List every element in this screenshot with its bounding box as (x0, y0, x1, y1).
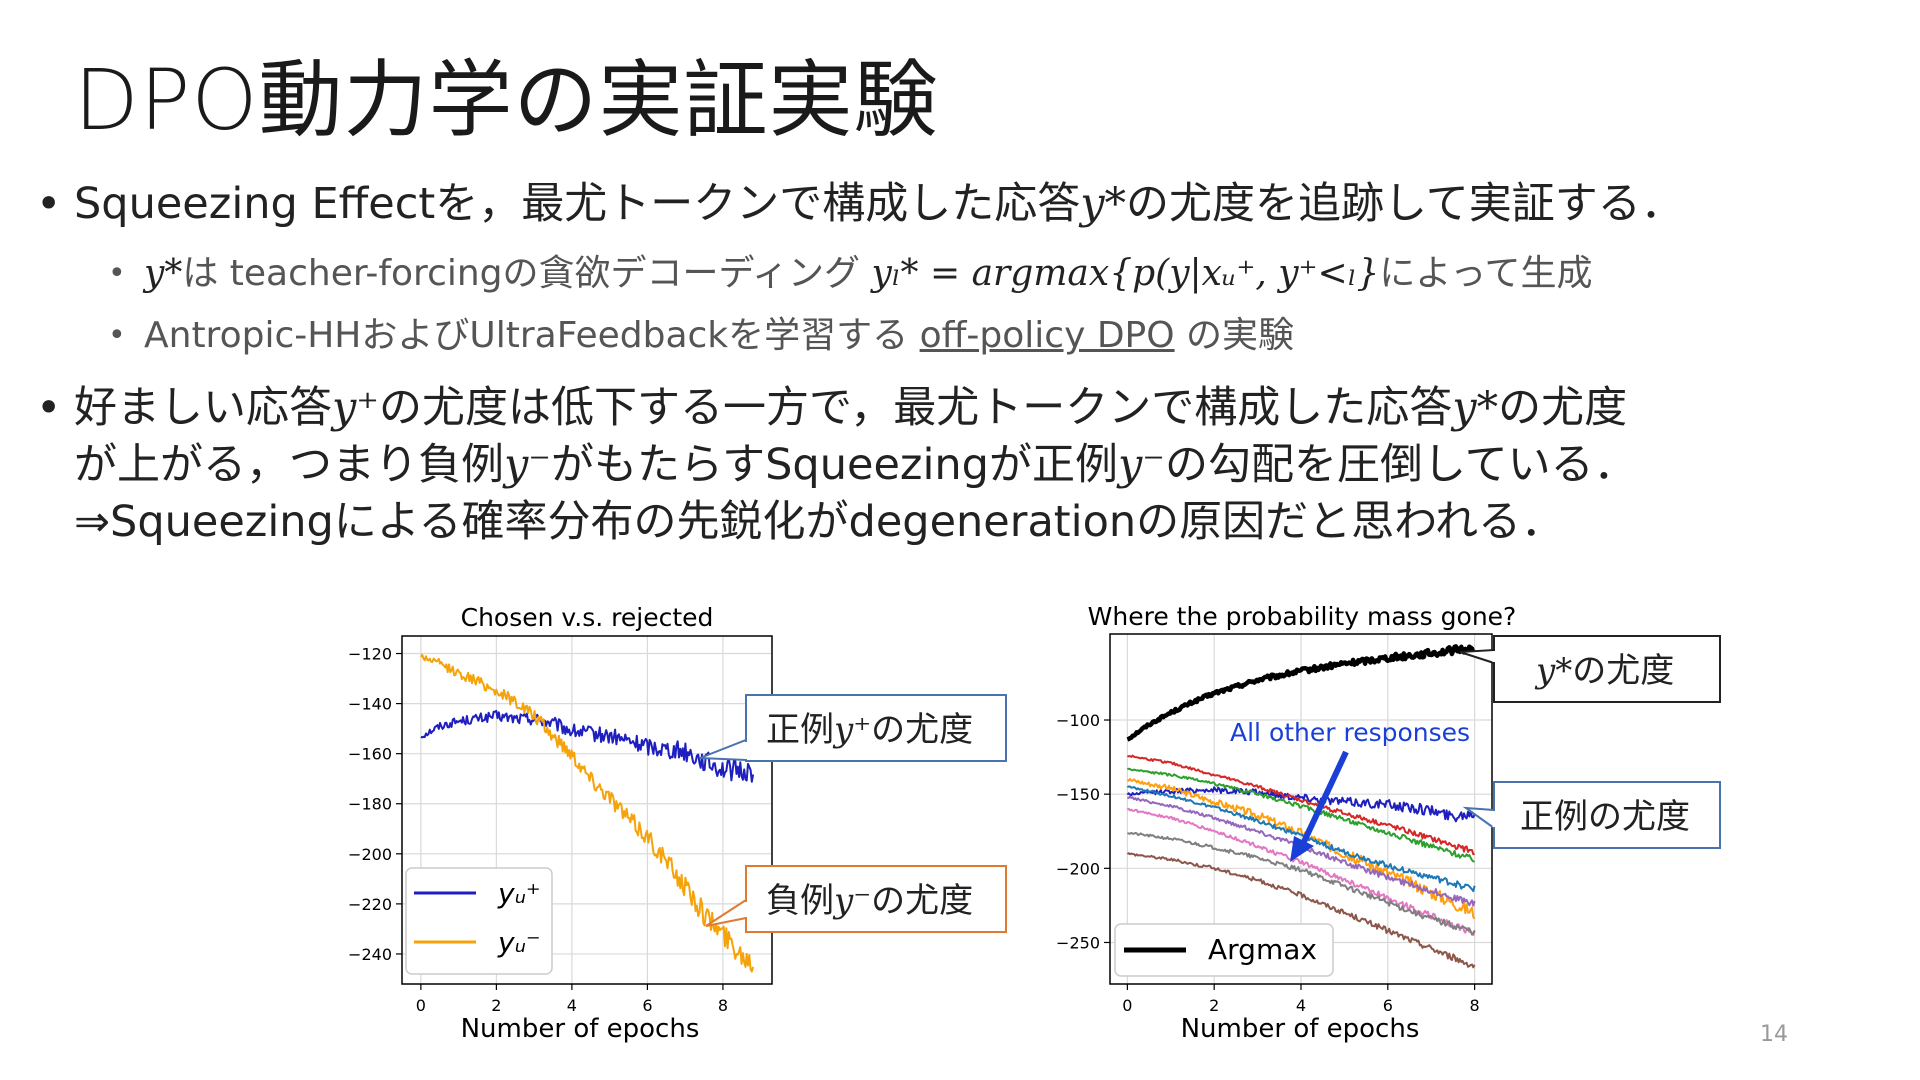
y-tick-label: −160 (348, 745, 392, 764)
slide-title: DPO動力学の実証実験 (74, 51, 939, 149)
y-tick-label: −180 (348, 795, 392, 814)
series-line-pink (1126, 807, 1476, 936)
series-line-blue (1126, 785, 1476, 893)
callout-text: 正例の尤度 (1520, 797, 1690, 837)
sub-1-math-a: y* (144, 253, 183, 294)
x-tick-label: 4 (567, 996, 577, 1015)
legend-label-argmax: Argmax (1208, 933, 1317, 966)
callout-positive: 正例y⁺の尤度 (699, 694, 1007, 762)
x-tick-label: 0 (1122, 996, 1132, 1015)
x-axis-label: Number of epochs (1181, 1014, 1420, 1044)
callout-text: y*の尤度 (1534, 651, 1674, 691)
callout-box (745, 694, 1007, 762)
callout-box (1493, 635, 1721, 703)
legend-label-y-plus: yᵤ⁺ (497, 877, 541, 910)
y-tick-label: −150 (1056, 785, 1100, 804)
series-line-y-u- (420, 709, 755, 783)
legend-label-y-minus: yᵤ⁻ (497, 926, 541, 959)
callout-negative: 負例y⁻の尤度 (705, 865, 1007, 933)
series-line-green (1127, 767, 1475, 863)
y-tick-label: −250 (1056, 933, 1100, 952)
y-tick-label: −240 (348, 945, 392, 964)
bullet-2-line-2: が上がる，つまり負例y⁻がもたらすSqueezingが正例y⁻の勾配を圧倒してい… (74, 440, 1637, 490)
sub-1-text-a: は teacher-forcingの貪欲デコーディング (182, 253, 872, 294)
chart-title: Where the probability mass gone? (1088, 602, 1517, 631)
sub-1-math-b: yₗ* = argmax{p(y|xᵤ⁺, y⁺<ₗ} (871, 253, 1380, 294)
y-tick-label: −100 (1056, 711, 1100, 730)
x-axis-label: Number of epochs (461, 1014, 700, 1044)
y-tick-label: −140 (348, 695, 392, 714)
sub-bullet-2-text: Antropic-HHおよびUltraFeedbackを学習する off-pol… (144, 312, 1294, 360)
legend: Argmax (1114, 923, 1334, 977)
legend: yᵤ⁺ yᵤ⁻ (405, 867, 553, 975)
y-tick-label: −220 (348, 895, 392, 914)
series-line-red (1127, 754, 1475, 856)
x-tick-label: 0 (416, 996, 426, 1015)
sub-bullet-1-text: y*は teacher-forcingの貪欲デコーディング yₗ* = argm… (144, 250, 1592, 298)
y-tick-label: −200 (348, 845, 392, 864)
y-tick-label: −120 (348, 645, 392, 664)
bullet-1-text: Squeezing Effectを，最尤トークンで構成した応答y*の尤度を追跡し… (74, 176, 1684, 233)
series-line-y-u- (420, 653, 755, 973)
sub-2-text-b: の実験 (1174, 315, 1295, 356)
x-tick-label: 2 (491, 996, 501, 1015)
x-tick-label: 2 (1209, 996, 1219, 1015)
page-number: 14 (1760, 1022, 1788, 1047)
series-line-brown (1126, 852, 1476, 969)
callout-box (1493, 781, 1721, 849)
x-tick-label: 8 (718, 996, 728, 1015)
ticks: 0 2 4 6 8 −100 −150 −200 −250 (1056, 711, 1480, 1015)
x-tick-label: 4 (1296, 996, 1306, 1015)
callout-text: 正例y⁺の尤度 (766, 710, 973, 750)
arrow-head (1290, 836, 1314, 862)
callout-text: 負例y⁻の尤度 (766, 881, 973, 921)
annotation-arrow (1299, 750, 1349, 848)
legend-box (1114, 923, 1334, 977)
bullet-1-text-a: Squeezing Effectを，最尤トークンで構成した応答 (74, 179, 1081, 229)
ticks: 0 2 4 6 8 −120 −140 −160 −180 −200 −220 −240 (348, 645, 728, 1015)
bullet-2-line-1: 好ましい応答y⁺の尤度は低下する一方で，最尤トークンで構成した応答y*の尤度 (74, 383, 1628, 433)
annotation-other-responses: All other responses (1230, 718, 1470, 862)
series-group (1126, 644, 1477, 969)
series-line-gray (1127, 831, 1476, 936)
sub-bullet-dot: • (108, 256, 126, 291)
bullet-2-text: 好ましい応答y⁺の尤度は低下する一方で，最尤トークンで構成した応答y*の尤度 が… (74, 380, 1637, 551)
series-line-Argmax (1126, 644, 1477, 742)
sub-2-text-a: Antropic-HHおよびUltraFeedbackを学習する (144, 315, 920, 356)
off-policy-dpo-link[interactable]: off-policy DPO (919, 315, 1175, 356)
callout-positive-2: 正例の尤度 (1462, 781, 1721, 849)
series-group (420, 653, 755, 973)
bullet-2-line-3: ⇒Squeezingによる確率分布の先鋭化がdegenerationの原因だと思… (74, 497, 1565, 547)
callout-argmax: y*の尤度 (1459, 635, 1721, 703)
x-tick-label: 6 (642, 996, 652, 1015)
y-tick-label: −200 (1056, 859, 1100, 878)
plot-frame (401, 635, 773, 985)
bullet-1-math: y* (1080, 179, 1127, 229)
annotation-text: All other responses (1230, 718, 1470, 747)
bullet-dot: • (36, 179, 62, 229)
bullet-dot: • (36, 383, 62, 433)
sub-1-text-b: によって生成 (1379, 253, 1593, 294)
x-tick-label: 6 (1383, 996, 1393, 1015)
series-line-orange (1126, 777, 1476, 920)
chart-title: Chosen v.s. rejected (461, 603, 714, 632)
bullet-1-text-b: の尤度を追跡して実証する． (1126, 179, 1684, 229)
callout-box (745, 865, 1007, 933)
x-tick-label: 8 (1470, 996, 1480, 1015)
sub-bullet-dot: • (108, 318, 126, 353)
